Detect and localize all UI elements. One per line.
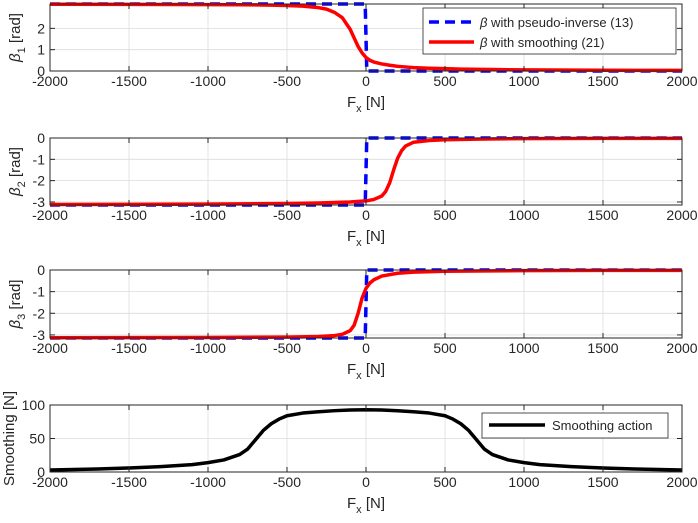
y-axis-label-symbol: β <box>7 187 24 197</box>
y-axis-label-sub: 3 <box>16 314 28 320</box>
legend-symbol: β <box>479 15 488 30</box>
y-tick-label: 0 <box>37 63 45 79</box>
x-tick-label: 1500 <box>587 207 618 223</box>
y-tick-label: -1 <box>33 151 46 167</box>
x-tick-label: 0 <box>362 207 370 223</box>
x-axis-label-main: F <box>347 94 356 111</box>
x-tick-label: 1000 <box>508 340 539 356</box>
x-tick-label: -500 <box>273 73 301 89</box>
x-tick-label: 2000 <box>666 73 697 89</box>
x-axis-label-sub: x <box>356 103 362 115</box>
legend-symbol: β <box>479 35 488 50</box>
y-tick-label: -2 <box>33 173 46 189</box>
y-axis-label-symbol: β <box>7 53 24 63</box>
x-axis-label-main: F <box>347 228 356 245</box>
x-axis-label: Fx [N] <box>347 228 385 249</box>
x-tick-label: 2000 <box>666 340 697 356</box>
legend-box <box>422 7 677 55</box>
y-axis-label: β1 [rad] <box>7 13 28 63</box>
x-axis-label-main: F <box>347 361 356 378</box>
x-tick-label: 500 <box>433 207 457 223</box>
x-axis-label: Fx [N] <box>347 495 385 516</box>
x-axis-label-unit: [N] <box>362 228 385 245</box>
x-axis-label-unit: [N] <box>362 495 385 512</box>
x-tick-label: -500 <box>273 207 301 223</box>
x-tick-label: 500 <box>433 73 457 89</box>
x-tick-label: 1000 <box>508 73 539 89</box>
x-tick-label: 500 <box>433 474 457 490</box>
x-tick-label: -500 <box>273 340 301 356</box>
x-tick-label: -1500 <box>111 340 147 356</box>
x-axis-label: Fx [N] <box>347 94 385 115</box>
x-tick-label: -2000 <box>32 474 68 490</box>
y-tick-label: 0 <box>37 464 45 480</box>
y-axis-label-sub: 2 <box>16 181 28 187</box>
y-axis-label-sub: 1 <box>16 47 28 53</box>
y-tick-label: -3 <box>33 327 46 343</box>
x-tick-label: 1000 <box>508 207 539 223</box>
series-line-smoothing <box>50 268 682 340</box>
x-axis-label: Fx [N] <box>347 361 385 382</box>
y-tick-label: 2 <box>37 20 45 36</box>
x-tick-label: 2000 <box>666 207 697 223</box>
x-tick-label: -1000 <box>190 340 226 356</box>
legend-entry-1: β with pseudo-inverse (13) <box>479 15 633 30</box>
x-tick-label: -1000 <box>190 207 226 223</box>
x-tick-label: -2000 <box>32 73 68 89</box>
x-tick-label: 0 <box>362 340 370 356</box>
x-tick-label: -1500 <box>111 474 147 490</box>
y-tick-label: 100 <box>22 397 46 413</box>
x-tick-label: -500 <box>273 474 301 490</box>
x-tick-label: -1500 <box>111 207 147 223</box>
y-tick-label: 0 <box>37 130 45 146</box>
x-tick-label: 0 <box>362 474 370 490</box>
legend: β with pseudo-inverse (13)β with smoothi… <box>422 7 677 55</box>
legend: Smoothing action <box>481 412 669 439</box>
chart-panel-2: -2000 -1500 -1000 -500 0 500 1000 1500 2000 0 -1 -2… <box>7 130 698 249</box>
x-axis-label-unit: [N] <box>362 361 385 378</box>
legend-entry-2: β with smoothing (21) <box>479 35 605 50</box>
y-axis-label: β2 [rad] <box>7 147 28 197</box>
x-tick-label: 1500 <box>587 474 618 490</box>
y-axis-label-symbol: β <box>7 319 24 329</box>
x-axis-label-sub: x <box>356 370 362 382</box>
legend-label: with pseudo-inverse (13) <box>487 15 633 30</box>
chart-panel-4: -2000 -1500 -1000 -500 0 500 1000 1500 2000 0 50 10… <box>1 391 698 516</box>
x-tick-label: 0 <box>362 73 370 89</box>
series-line-smoothing <box>50 2 682 73</box>
legend-label: with smoothing (21) <box>487 35 604 50</box>
y-tick-label: -3 <box>33 194 46 210</box>
x-tick-label: -1000 <box>190 474 226 490</box>
y-tick-label: 1 <box>37 42 45 58</box>
y-axis-label-unit: [rad] <box>7 13 24 47</box>
x-tick-label: -1500 <box>111 73 147 89</box>
y-tick-label: -1 <box>33 284 46 300</box>
chart-panel-3: -2000 -1500 -1000 -500 0 500 1000 1500 2000 0 -1 -2… <box>7 262 698 382</box>
x-axis-label-sub: x <box>356 504 362 516</box>
chart-panel-1: -2000 -1500 -1000 -500 0 500 1000 1500 2000 0 1 2 Fx… <box>7 2 698 115</box>
x-tick-label: 500 <box>433 340 457 356</box>
x-axis-label-main: F <box>347 495 356 512</box>
series-line-smoothing <box>50 136 682 207</box>
x-tick-label: -2000 <box>32 207 68 223</box>
y-axis-label: β3 [rad] <box>7 280 28 330</box>
y-tick-label: 50 <box>29 431 45 447</box>
legend-entry-1: Smoothing action <box>552 418 652 433</box>
x-tick-label: -2000 <box>32 340 68 356</box>
x-axis-label-sub: x <box>356 237 362 249</box>
y-axis-label: Smoothing [N] <box>1 391 18 486</box>
y-tick-label: -2 <box>33 305 46 321</box>
x-tick-label: 1500 <box>587 340 618 356</box>
x-tick-label: 1000 <box>508 474 539 490</box>
y-axis-label-unit: [rad] <box>7 280 24 314</box>
x-tick-label: -1000 <box>190 73 226 89</box>
y-axis-label-unit: [rad] <box>7 147 24 181</box>
x-tick-label: 2000 <box>666 474 697 490</box>
x-tick-label: 1500 <box>587 73 618 89</box>
x-axis-label-unit: [N] <box>362 94 385 111</box>
y-tick-label: 0 <box>37 262 45 278</box>
